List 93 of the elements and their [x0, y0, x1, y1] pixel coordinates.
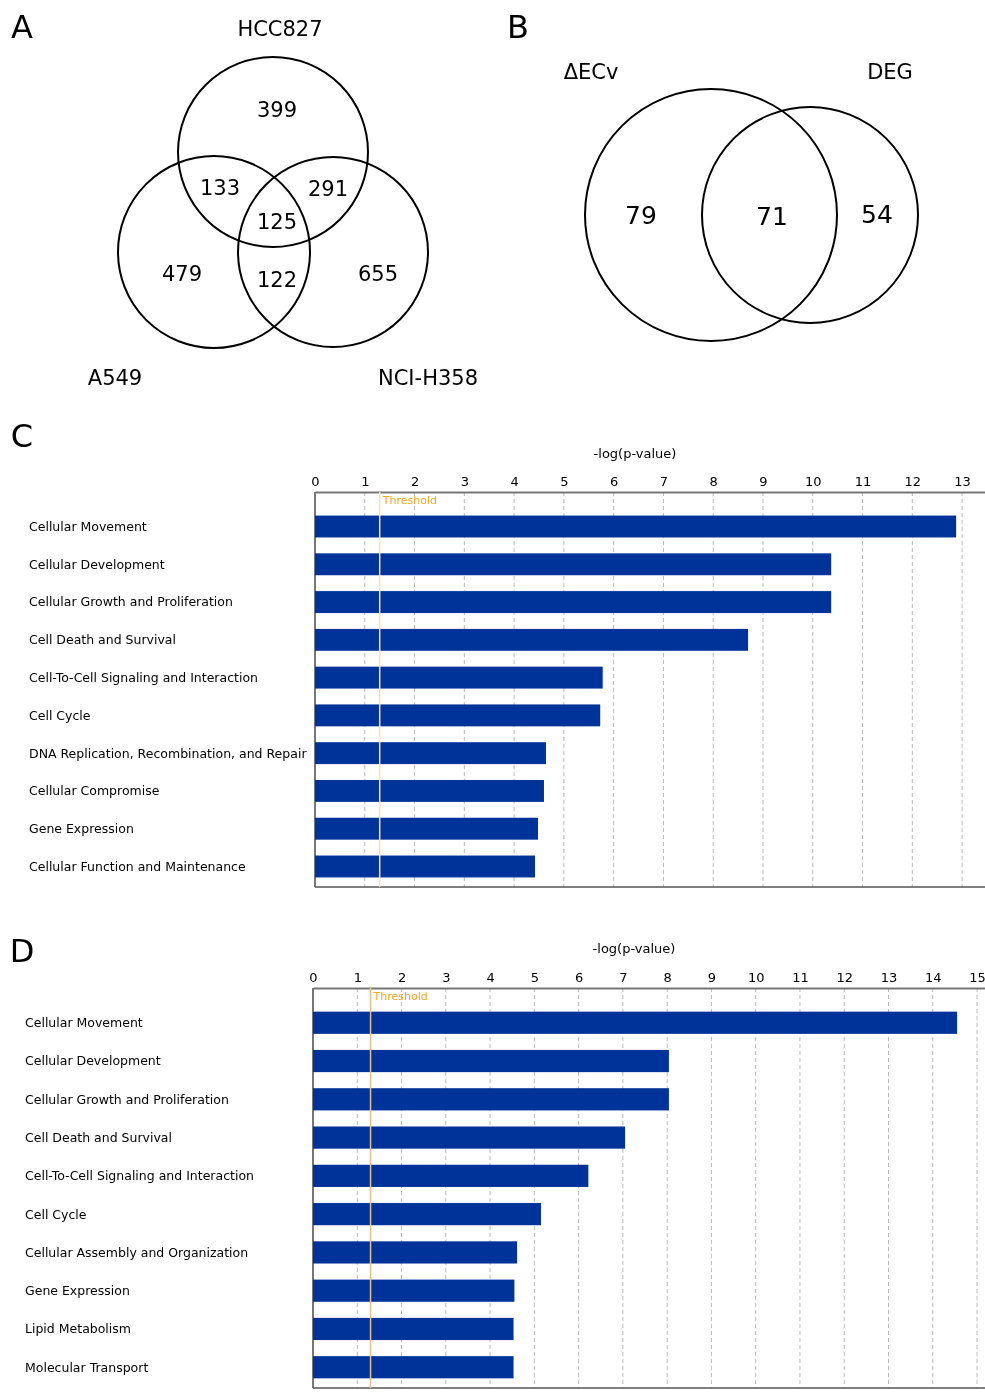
y-tick-label: Gene Expression: [25, 1283, 130, 1299]
bar: [313, 1356, 514, 1379]
x-tick-label: 2: [410, 474, 420, 489]
bar: [313, 1279, 515, 1302]
category-label: ΔECv: [563, 60, 619, 84]
x-axis-title: -log(p-value): [593, 446, 677, 461]
bar: [313, 1011, 958, 1034]
x-tick-label: 0: [309, 970, 318, 985]
text: 399: [256, 98, 298, 123]
x-tick-label: 10: [747, 970, 765, 985]
x-tick-label: 3: [442, 970, 451, 985]
bar: [315, 591, 832, 614]
x-tick-label: 8: [663, 970, 672, 985]
y-tick-label: Cellular Assembly and Organization: [25, 1244, 249, 1260]
category-label: DEG: [867, 60, 913, 84]
y-tick-label: Cell Death and Survival: [25, 1129, 172, 1145]
x-tick-label: 9: [707, 970, 717, 985]
x-tick-label: 1: [361, 474, 370, 489]
x-tick-label: 4: [510, 474, 519, 489]
text: 291: [307, 177, 349, 202]
bar: [315, 553, 832, 576]
bar: [315, 779, 544, 802]
x-tick-label: 7: [619, 970, 628, 985]
y-tick-label: Cellular Growth and Proliferation: [29, 594, 233, 610]
text: 71: [756, 201, 788, 231]
x-tick-label: 6: [574, 970, 584, 985]
y-tick-label: Cell-To-Cell Signaling and Interaction: [29, 669, 258, 685]
bar: [315, 515, 957, 538]
text: 125: [256, 210, 298, 235]
x-tick-label: 1: [353, 970, 362, 985]
x-tick-label: 3: [460, 474, 469, 489]
y-tick-label: Cellular Compromise: [29, 783, 160, 799]
x-tick-label: 13: [880, 970, 898, 985]
text: D: [9, 932, 35, 970]
bar: [313, 1241, 518, 1264]
y-tick-label: DNA Replication, Recombination, and Repair: [29, 745, 308, 761]
y-tick-label: Cellular Function and Maintenance: [29, 858, 246, 874]
x-tick-label: 13: [954, 474, 971, 489]
text: 655: [357, 262, 399, 287]
x-axis-title: -log(p-value): [592, 941, 676, 956]
x-tick-label: 0: [311, 474, 320, 489]
bar: [315, 704, 601, 727]
bar: [315, 742, 546, 765]
y-tick-label: Cellular Development: [29, 556, 165, 572]
x-tick-label: 6: [610, 474, 619, 489]
text: 133: [199, 176, 241, 201]
bar: [315, 628, 749, 651]
y-tick-label: Molecular Transport: [25, 1359, 149, 1375]
x-tick-label: 10: [805, 474, 822, 489]
text: 479: [161, 262, 203, 287]
text: C: [10, 417, 34, 455]
bar: [313, 1317, 514, 1341]
x-tick-label: 7: [659, 474, 669, 489]
bar: [313, 1203, 541, 1226]
x-tick-label: 8: [709, 474, 718, 489]
category-label: HCC827: [237, 17, 323, 41]
x-tick-label: 2: [397, 970, 407, 985]
bar: [315, 855, 536, 878]
ref-line-label: Threshold: [381, 494, 437, 507]
y-tick-label: Cellular Development: [25, 1053, 161, 1069]
x-tick-label: 11: [854, 474, 872, 489]
x-tick-label: 15: [969, 970, 985, 985]
x-tick-label: 5: [560, 474, 569, 489]
x-tick-label: 4: [486, 970, 495, 985]
bar: [315, 666, 603, 689]
x-tick-label: 11: [792, 970, 809, 985]
x-tick-label: 12: [904, 474, 922, 489]
bar: [313, 1164, 589, 1187]
bar: [313, 1088, 669, 1111]
bar: [313, 1126, 626, 1149]
ref-line-label: Threshold: [372, 990, 428, 1003]
y-tick-label: Cellular Movement: [29, 518, 147, 534]
y-tick-label: Cellular Growth and Proliferation: [25, 1091, 229, 1107]
x-tick-label: 14: [924, 970, 942, 985]
category-label: A549: [87, 366, 143, 390]
text: 122: [256, 268, 298, 293]
y-tick-label: Cell Cycle: [25, 1206, 87, 1222]
text: A: [11, 8, 34, 46]
y-tick-label: Cell Death and Survival: [29, 632, 176, 648]
bar: [315, 817, 538, 840]
y-tick-label: Cellular Movement: [25, 1015, 143, 1031]
x-tick-label: 12: [836, 970, 853, 985]
text: 79: [625, 200, 657, 230]
x-tick-label: 9: [759, 474, 768, 489]
bar: [313, 1049, 669, 1073]
y-tick-label: Cell-To-Cell Signaling and Interaction: [25, 1168, 254, 1184]
y-tick-label: Gene Expression: [29, 821, 134, 837]
text: 54: [861, 199, 893, 229]
text: B: [507, 8, 529, 46]
y-tick-label: Lipid Metabolism: [25, 1321, 132, 1337]
y-tick-label: Cell Cycle: [29, 707, 91, 723]
x-tick-label: 5: [530, 970, 539, 985]
category-label: NCI-H358: [377, 366, 479, 390]
